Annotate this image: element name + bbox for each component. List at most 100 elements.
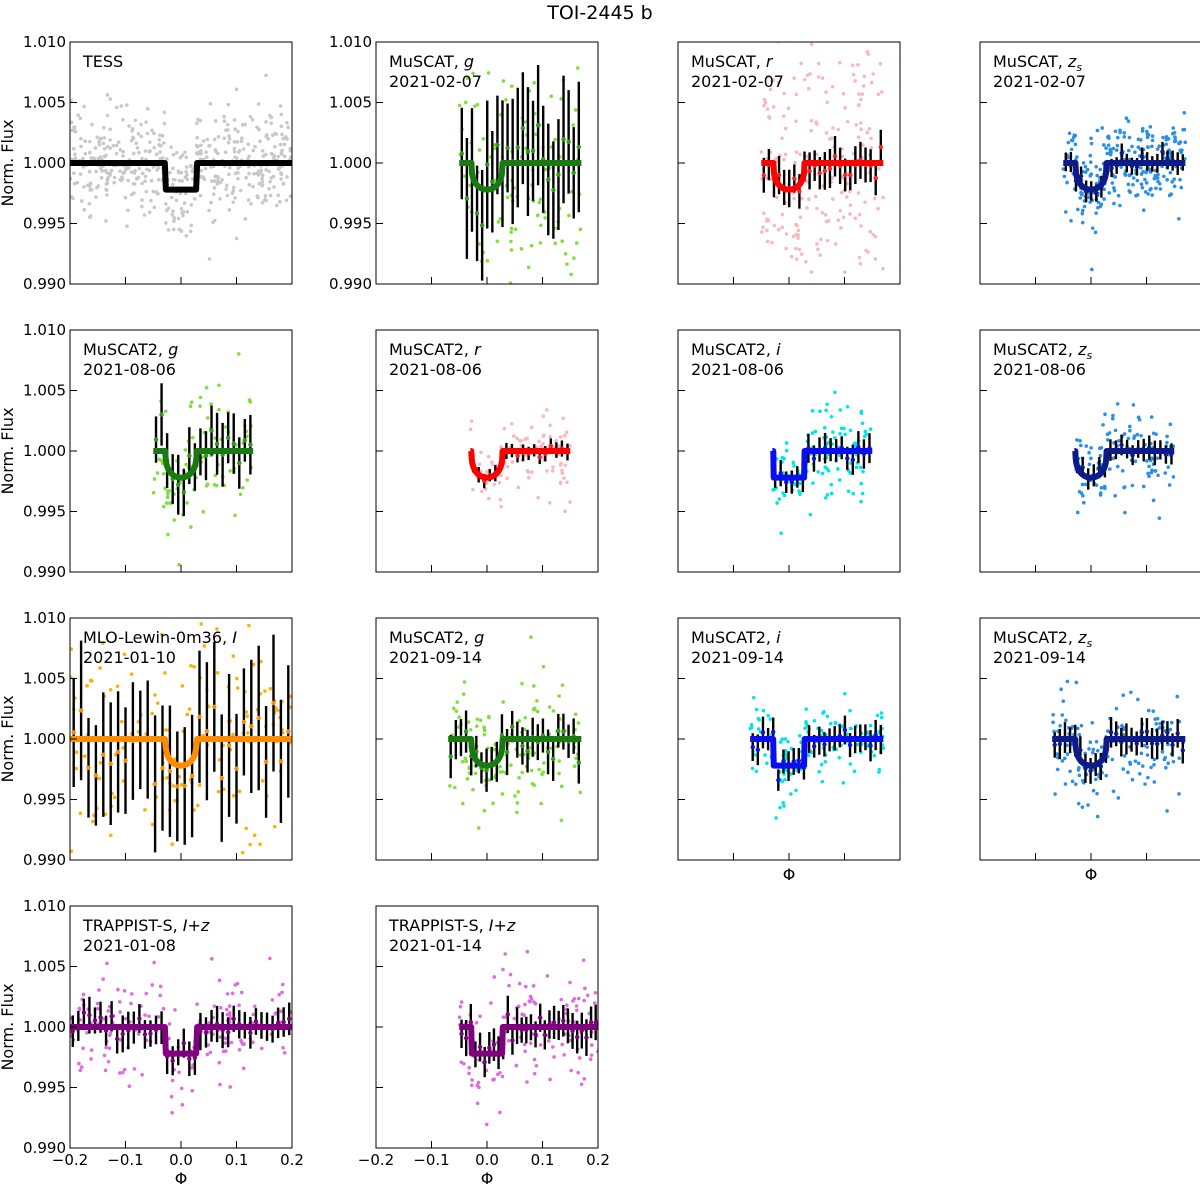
raw-point xyxy=(1115,143,1120,148)
binned-point xyxy=(487,1045,492,1051)
raw-point xyxy=(878,62,883,66)
raw-point xyxy=(586,993,590,998)
binned-point xyxy=(1175,731,1180,736)
raw-point xyxy=(532,81,536,85)
raw-point xyxy=(848,212,852,216)
raw-point xyxy=(839,226,843,230)
raw-point xyxy=(528,1041,533,1046)
raw-point xyxy=(561,416,565,421)
raw-point xyxy=(1165,434,1169,439)
raw-point xyxy=(238,188,243,193)
raw-point xyxy=(260,200,265,205)
raw-point xyxy=(150,902,154,906)
raw-point xyxy=(1121,767,1125,771)
raw-point xyxy=(1085,167,1090,172)
raw-point xyxy=(538,197,543,202)
raw-point xyxy=(233,513,237,518)
raw-point xyxy=(1087,462,1092,467)
raw-point xyxy=(148,148,152,153)
raw-point xyxy=(263,194,268,198)
raw-point xyxy=(239,1040,244,1044)
binned-point xyxy=(868,743,873,748)
raw-point xyxy=(498,1110,502,1115)
raw-point xyxy=(268,193,273,198)
raw-point xyxy=(820,471,825,476)
binned-point xyxy=(78,708,84,713)
raw-point xyxy=(144,189,149,194)
raw-point xyxy=(1136,761,1141,766)
raw-point xyxy=(789,254,794,259)
binned-point xyxy=(114,1036,120,1042)
raw-point xyxy=(121,746,125,750)
raw-point xyxy=(525,1080,529,1084)
raw-point xyxy=(808,512,813,517)
raw-point xyxy=(170,1078,175,1083)
y-tick-label: 1.000 xyxy=(23,730,66,748)
raw-point xyxy=(509,230,514,234)
raw-point xyxy=(463,100,468,105)
raw-point xyxy=(528,999,532,1004)
raw-point xyxy=(532,783,537,788)
raw-point xyxy=(235,686,240,690)
raw-point xyxy=(809,750,814,755)
binned-point xyxy=(561,729,566,734)
y-tick-label: 1.005 xyxy=(23,382,66,400)
raw-point xyxy=(1143,177,1147,182)
raw-point xyxy=(1166,465,1171,469)
raw-point xyxy=(122,652,127,657)
raw-point xyxy=(118,169,122,174)
raw-point xyxy=(819,728,824,733)
raw-point xyxy=(154,190,159,194)
raw-point xyxy=(1080,191,1084,196)
raw-point xyxy=(236,129,240,134)
raw-point xyxy=(271,153,275,157)
raw-point xyxy=(151,490,156,495)
x-tick-label: 0.0 xyxy=(169,1151,193,1169)
binned-point xyxy=(225,435,231,440)
raw-point xyxy=(1119,165,1124,169)
raw-point xyxy=(536,495,540,500)
raw-point xyxy=(525,436,530,441)
raw-point xyxy=(492,747,497,752)
raw-point xyxy=(525,949,530,954)
raw-point xyxy=(185,177,190,182)
raw-point xyxy=(1164,765,1168,770)
binned-point xyxy=(181,490,186,495)
raw-point xyxy=(783,152,788,157)
raw-point xyxy=(232,118,237,122)
raw-point xyxy=(104,1045,108,1050)
raw-point xyxy=(77,1061,81,1066)
raw-point xyxy=(1108,467,1112,471)
raw-point xyxy=(1122,131,1127,135)
panel-label: MuSCAT2, g xyxy=(83,340,178,359)
binned-point xyxy=(542,1032,548,1038)
binned-point xyxy=(256,715,261,721)
raw-point xyxy=(1165,809,1169,813)
binned-point xyxy=(1170,742,1175,748)
raw-point xyxy=(74,766,79,771)
raw-point xyxy=(809,128,813,133)
raw-point xyxy=(1143,190,1148,194)
raw-point xyxy=(81,992,86,997)
raw-point xyxy=(129,672,134,676)
raw-point xyxy=(215,627,219,631)
raw-point xyxy=(263,197,267,202)
raw-point xyxy=(552,1055,556,1059)
raw-point xyxy=(763,100,768,105)
raw-point xyxy=(574,756,578,761)
raw-point xyxy=(1139,166,1143,170)
raw-point xyxy=(177,1070,181,1075)
raw-point xyxy=(158,993,162,998)
raw-point xyxy=(282,154,287,159)
raw-point xyxy=(750,766,755,771)
raw-point xyxy=(496,220,501,224)
raw-point xyxy=(70,98,73,103)
y-tick-label: 1.010 xyxy=(23,897,66,915)
raw-point xyxy=(501,700,505,704)
raw-point xyxy=(809,270,814,274)
raw-point xyxy=(88,678,93,683)
raw-point xyxy=(813,429,818,434)
raw-point xyxy=(498,764,503,769)
binned-point xyxy=(248,1030,253,1035)
raw-point xyxy=(458,1004,463,1009)
